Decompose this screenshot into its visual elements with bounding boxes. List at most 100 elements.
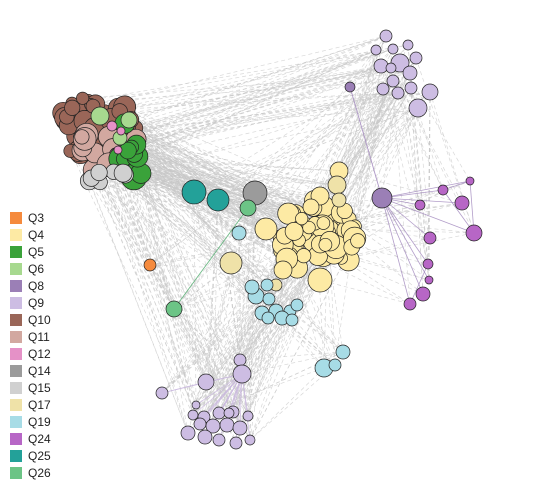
node-q24	[423, 259, 433, 269]
legend-label: Q8	[28, 279, 44, 293]
node-q4	[285, 222, 303, 240]
node-q19	[232, 226, 246, 240]
node-q9	[410, 52, 422, 64]
edge	[355, 238, 423, 294]
node-q3	[144, 259, 156, 271]
node-q9	[409, 99, 427, 117]
legend-label: Q3	[28, 211, 44, 225]
legend-label: Q9	[28, 296, 44, 310]
node-q4	[351, 234, 365, 248]
node-q24	[438, 185, 448, 195]
node-q4	[317, 217, 330, 230]
legend-item: Q6	[10, 260, 51, 277]
legend-item: Q17	[10, 396, 51, 413]
edge	[174, 309, 242, 374]
node-q6	[121, 112, 137, 128]
node-q26	[166, 301, 182, 317]
legend-item: Q9	[10, 294, 51, 311]
legend-swatch	[10, 399, 22, 411]
legend-item: Q5	[10, 243, 51, 260]
node-q9	[243, 411, 253, 421]
node-q9	[371, 45, 381, 55]
node-q9	[245, 435, 255, 445]
legend-item: Q11	[10, 328, 51, 345]
node-q4	[308, 268, 332, 292]
node-q9	[403, 40, 413, 50]
edge	[250, 368, 324, 440]
legend-label: Q11	[28, 330, 50, 344]
node-q9	[392, 87, 404, 99]
legend-swatch	[10, 416, 22, 428]
node-q9	[233, 365, 251, 383]
node-q9	[192, 401, 200, 409]
node-q9	[181, 426, 195, 440]
node-q8	[372, 188, 392, 208]
node-q19	[245, 280, 259, 294]
node-q19	[329, 359, 341, 371]
node-q9	[156, 387, 168, 399]
node-q10	[65, 100, 80, 115]
legend-swatch	[10, 263, 22, 275]
edge	[349, 203, 462, 219]
legend-swatch	[10, 348, 22, 360]
legend-label: Q6	[28, 262, 44, 276]
edge	[355, 226, 429, 280]
legend-item: Q12	[10, 345, 51, 362]
legend-item: Q14	[10, 362, 51, 379]
legend-label: Q4	[28, 228, 44, 242]
node-q24	[424, 232, 436, 244]
legend-swatch	[10, 297, 22, 309]
legend: Q3 Q4 Q5 Q6 Q8 Q9 Q10 Q11 Q12 Q14 Q15 Q1…	[10, 209, 51, 481]
legend-label: Q24	[28, 432, 51, 446]
legend-item: Q26	[10, 464, 51, 481]
node-q19	[291, 299, 303, 311]
node-q19	[261, 279, 273, 291]
legend-swatch	[10, 246, 22, 258]
node-q24	[415, 200, 425, 210]
legend-item: Q24	[10, 430, 51, 447]
legend-item: Q10	[10, 311, 51, 328]
node-q24	[455, 196, 469, 210]
node-q17	[332, 193, 346, 207]
node-q4	[303, 199, 319, 215]
legend-swatch	[10, 229, 22, 241]
legend-item: Q15	[10, 379, 51, 396]
node-q25	[182, 180, 206, 204]
legend-item: Q3	[10, 209, 51, 226]
node-q9	[388, 44, 398, 54]
node-layer	[53, 30, 482, 449]
node-q9	[233, 421, 247, 435]
node-q12	[107, 121, 117, 131]
legend-label: Q10	[28, 313, 51, 327]
legend-label: Q17	[28, 398, 51, 412]
edge	[135, 68, 391, 159]
edge	[99, 173, 204, 417]
node-q9	[422, 84, 438, 100]
node-q19	[263, 293, 275, 305]
node-q25	[207, 189, 229, 211]
legend-label: Q19	[28, 415, 51, 429]
legend-swatch	[10, 382, 22, 394]
legend-item: Q19	[10, 413, 51, 430]
node-q24	[404, 298, 416, 310]
node-q9	[194, 418, 206, 430]
legend-label: Q12	[28, 347, 51, 361]
node-q9	[234, 354, 246, 366]
node-q4	[297, 249, 311, 263]
node-q9	[405, 82, 417, 94]
edge	[430, 92, 474, 233]
legend-swatch	[10, 365, 22, 377]
node-q9	[188, 410, 198, 420]
node-q9	[213, 434, 225, 446]
node-q17	[328, 176, 346, 194]
node-q19	[336, 345, 350, 359]
node-q24	[416, 287, 430, 301]
node-q9	[198, 374, 214, 390]
legend-item: Q4	[10, 226, 51, 243]
node-q9	[403, 66, 417, 80]
node-q9	[380, 30, 392, 42]
node-q15	[114, 164, 132, 182]
node-q19	[286, 314, 298, 326]
node-q9	[213, 407, 225, 419]
